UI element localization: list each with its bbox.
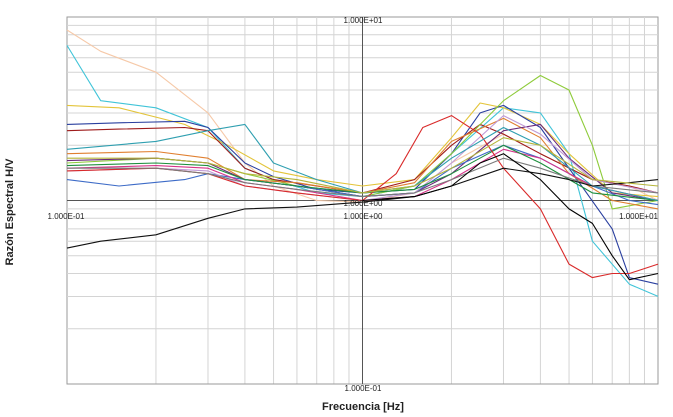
y-tick-label-bottom: 1.000E-01 (345, 384, 382, 393)
series-line-18 (67, 137, 659, 194)
series-line-5 (66, 123, 659, 194)
x-tick-label-left: 1.000E-01 (48, 212, 85, 221)
series-line-14 (67, 157, 659, 198)
series-line-13 (66, 115, 659, 279)
y-tick-label-top: 1.000E+01 (344, 16, 383, 25)
tick-labels: 1.000E+01 1.000E+00 1.000E-01 1.000E-01 … (48, 16, 659, 393)
x-axis-title: Frecuencia [Hz] (322, 401, 404, 413)
y-axis-title: Razón Espectral H/V (4, 158, 16, 266)
data-series-group (66, 29, 659, 297)
x-tick-label-right: 1.000E+01 (619, 212, 658, 221)
series-line-17 (362, 153, 659, 281)
series-line-12 (66, 144, 659, 202)
x-tick-label-mid: 1.000E+00 (344, 212, 383, 221)
y-tick-label-mid: 1.000E+00 (344, 199, 383, 208)
series-line-11 (66, 115, 659, 202)
